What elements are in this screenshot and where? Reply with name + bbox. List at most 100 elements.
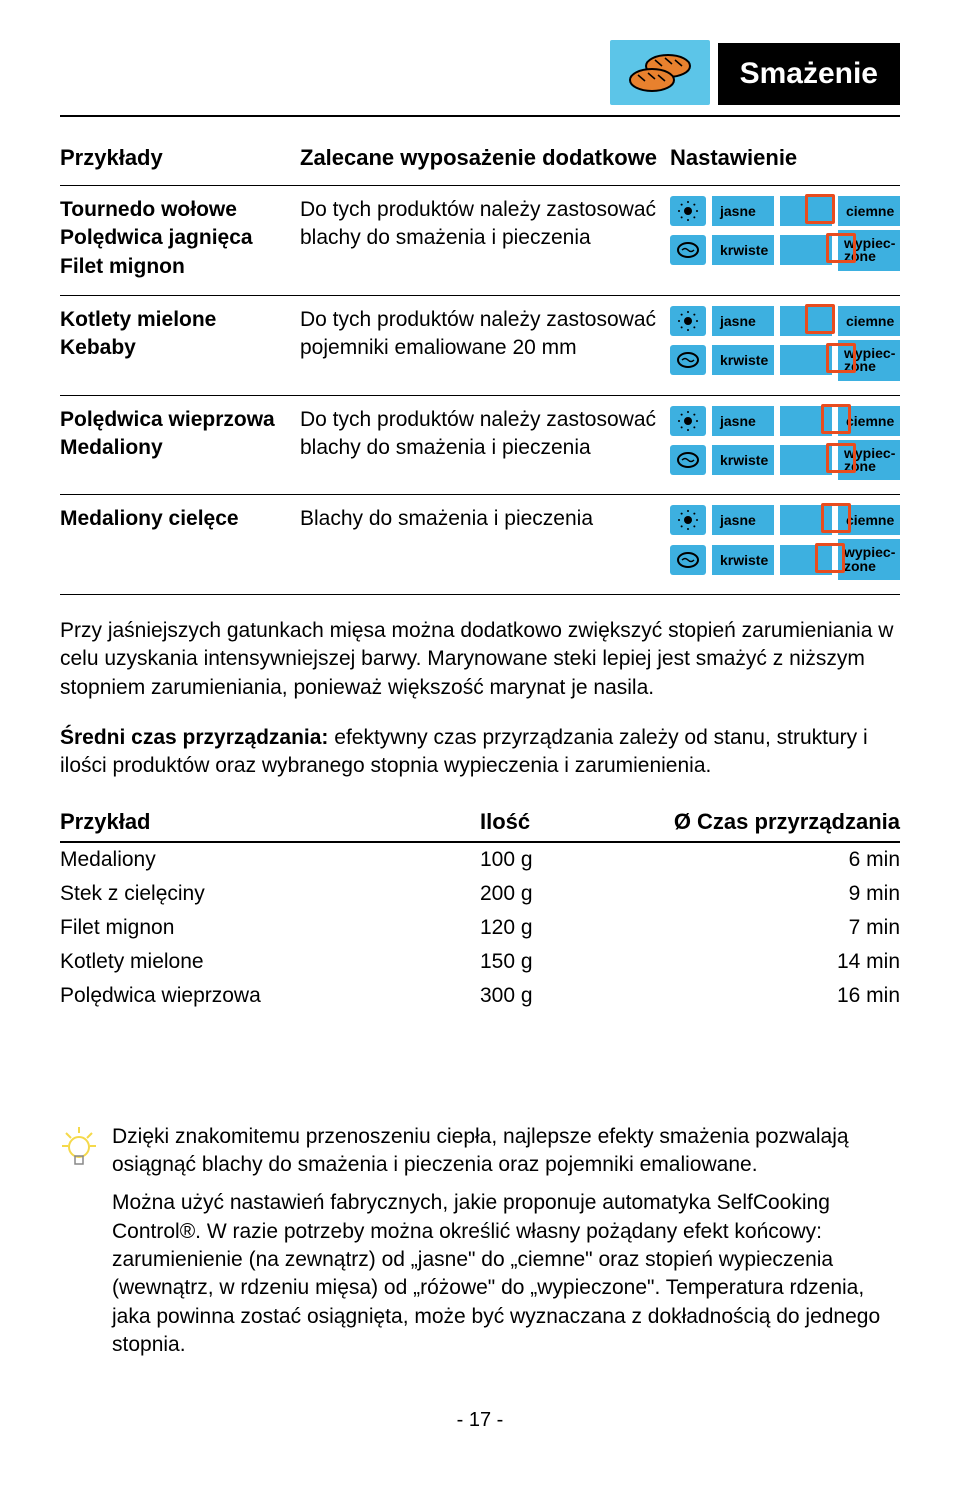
settings-cell: jasne ciemne krwiste wypiec-zone <box>670 196 900 271</box>
td-amount: 200 g <box>480 877 648 911</box>
bread-rolls-icon <box>610 40 710 105</box>
browning-row: jasne ciemne <box>670 505 900 535</box>
paragraph-2: Średni czas przyrządzania: efektywny cza… <box>60 724 900 781</box>
td-example: Medaliony <box>60 842 480 877</box>
examples-cell: Tournedo wołowePolędwica jagnięcaFilet m… <box>60 196 300 281</box>
label-jasne: jasne <box>712 196 774 226</box>
td-amount: 120 g <box>480 911 648 945</box>
red-selector <box>821 404 851 434</box>
example-row: Kotlety mieloneKebaby Do tych produktów … <box>60 296 900 396</box>
setting-block: jasne ciemne krwiste wypiec-zone <box>670 505 900 580</box>
header-bar: Smażenie <box>60 40 900 105</box>
para2-bold: Średni czas przyrządzania: <box>60 726 328 749</box>
browning-bar <box>780 406 832 436</box>
td-amount: 300 g <box>480 979 648 1013</box>
col-header-right: Nastawienie <box>670 145 900 171</box>
setting-block: jasne ciemne krwiste wypiec-zone <box>670 196 900 271</box>
browning-row: jasne ciemne <box>670 196 900 226</box>
td-example: Kotlety mielone <box>60 945 480 979</box>
settings-cell: jasne ciemne krwiste wypiec-zone <box>670 505 900 580</box>
setting-block: jasne ciemne krwiste wypiec-zone <box>670 406 900 481</box>
red-selector <box>805 304 835 334</box>
settings-cell: jasne ciemne krwiste wypiec-zone <box>670 406 900 481</box>
table-row: Filet mignon 120 g 7 min <box>60 911 900 945</box>
steak-icon <box>670 345 706 375</box>
td-amount: 150 g <box>480 945 648 979</box>
label-jasne: jasne <box>712 306 774 336</box>
label-jasne: jasne <box>712 406 774 436</box>
label-wypieczone: wypiec-zone <box>838 539 900 580</box>
table-row: Polędwica wieprzowa 300 g 16 min <box>60 979 900 1013</box>
label-ciemne: ciemne <box>838 306 900 336</box>
equipment-cell: Blachy do smażenia i pieczenia <box>300 505 670 533</box>
tip-p1: Dzięki znakomitemu przenoszeniu ciepła, … <box>112 1123 900 1180</box>
equipment-cell: Do tych produktów należy zastosować blac… <box>300 196 670 253</box>
example-item: Medaliony <box>60 434 300 462</box>
sun-icon <box>670 196 706 226</box>
red-selector <box>826 343 856 373</box>
example-item: Polędwica jagnięca <box>60 224 300 252</box>
td-time: 14 min <box>648 945 900 979</box>
browning-bar <box>780 196 832 226</box>
browning-bar <box>780 505 832 535</box>
doneness-bar <box>780 545 832 575</box>
red-selector <box>826 443 856 473</box>
doneness-row: krwiste wypiec-zone <box>670 440 900 481</box>
th-example: Przykład <box>60 803 480 842</box>
col-header-mid: Zalecane wyposażenie dodatkowe <box>300 145 670 171</box>
page-number: - 17 - <box>60 1409 900 1432</box>
example-item: Tournedo wołowe <box>60 196 300 224</box>
table-row: Kotlety mielone 150 g 14 min <box>60 945 900 979</box>
doneness-row: krwiste wypiec-zone <box>670 230 900 271</box>
td-time: 7 min <box>648 911 900 945</box>
table-row: Stek z cielęciny 200 g 9 min <box>60 877 900 911</box>
red-selector <box>815 543 845 573</box>
equipment-cell: Do tych produktów należy zastosować blac… <box>300 406 670 463</box>
doneness-bar <box>780 235 832 265</box>
label-krwiste: krwiste <box>712 345 774 375</box>
red-selector <box>821 503 851 533</box>
example-item: Kebaby <box>60 334 300 362</box>
example-item: Kotlety mielone <box>60 306 300 334</box>
label-jasne: jasne <box>712 505 774 535</box>
settings-cell: jasne ciemne krwiste wypiec-zone <box>670 306 900 381</box>
sun-icon <box>670 306 706 336</box>
sun-icon <box>670 406 706 436</box>
label-krwiste: krwiste <box>712 545 774 575</box>
steak-icon <box>670 545 706 575</box>
steak-icon <box>670 445 706 475</box>
lightbulb-icon <box>60 1123 100 1370</box>
example-row: Polędwica wieprzowaMedaliony Do tych pro… <box>60 396 900 496</box>
td-time: 9 min <box>648 877 900 911</box>
label-krwiste: krwiste <box>712 445 774 475</box>
doneness-row: krwiste wypiec-zone <box>670 539 900 580</box>
td-example: Filet mignon <box>60 911 480 945</box>
doneness-bar <box>780 345 832 375</box>
example-row: Tournedo wołowePolędwica jagnięcaFilet m… <box>60 186 900 296</box>
equipment-cell: Do tych produktów należy zastosować poje… <box>300 306 670 363</box>
examples-cell: Kotlety mieloneKebaby <box>60 306 300 363</box>
time-table: Przykład Ilość Ø Czas przyrządzania Meda… <box>60 803 900 1013</box>
tip-p2: Można użyć nastawień fabrycznych, jakie … <box>112 1189 900 1359</box>
examples-cell: Medaliony cielęce <box>60 505 300 533</box>
th-amount: Ilość <box>480 803 648 842</box>
browning-row: jasne ciemne <box>670 306 900 336</box>
td-example: Polędwica wieprzowa <box>60 979 480 1013</box>
examples-cell: Polędwica wieprzowaMedaliony <box>60 406 300 463</box>
doneness-row: krwiste wypiec-zone <box>670 340 900 381</box>
doneness-bar <box>780 445 832 475</box>
sun-icon <box>670 505 706 535</box>
td-amount: 100 g <box>480 842 648 877</box>
table-row: Medaliony 100 g 6 min <box>60 842 900 877</box>
label-krwiste: krwiste <box>712 235 774 265</box>
browning-row: jasne ciemne <box>670 406 900 436</box>
divider <box>60 115 900 117</box>
example-row: Medaliony cielęce Blachy do smażenia i p… <box>60 495 900 595</box>
steak-icon <box>670 235 706 265</box>
td-time: 6 min <box>648 842 900 877</box>
page-title: Smażenie <box>718 43 900 105</box>
col-header-left: Przykłady <box>60 145 300 171</box>
paragraph-1: Przy jaśniejszych gatunkach mięsa można … <box>60 617 900 702</box>
setting-block: jasne ciemne krwiste wypiec-zone <box>670 306 900 381</box>
column-headers: Przykłady Zalecane wyposażenie dodatkowe… <box>60 135 900 186</box>
